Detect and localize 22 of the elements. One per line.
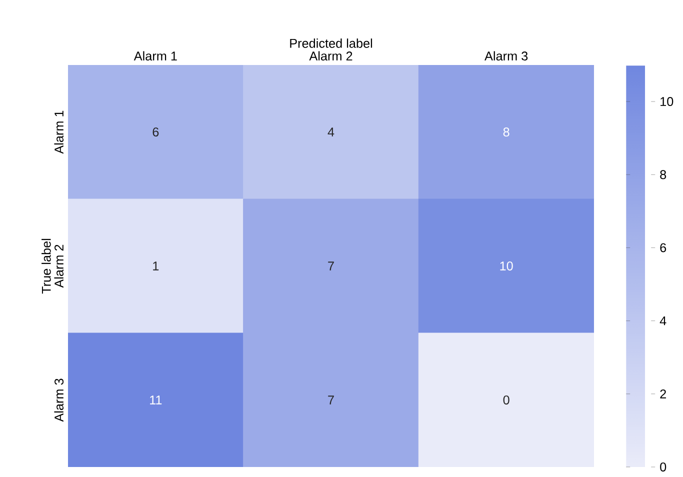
data-label: 6: [152, 128, 159, 136]
data-label: 1: [153, 262, 159, 270]
color-bar-label: 8: [660, 170, 666, 180]
data-label: 8: [503, 128, 510, 136]
data-label: 4: [328, 128, 334, 136]
y-tick-label: Alarm 1: [54, 110, 64, 154]
color-bar-label: 2: [660, 389, 666, 398]
color-bar-label: 6: [660, 243, 666, 252]
y-tick-label: Alarm 3: [54, 378, 64, 422]
data-label: 10: [500, 262, 513, 270]
color-bar-label: 0: [660, 462, 666, 472]
x-axis-title: Predicted label: [290, 38, 372, 48]
x-tick-label: Alarm 3: [484, 51, 528, 61]
x-tick-label: Alarm 2: [309, 51, 352, 61]
color-bar-label: 4: [660, 316, 666, 326]
y-tick-label: Alarm 2: [54, 244, 64, 288]
x-tick-label: Alarm 1: [134, 51, 177, 61]
color-bar-label: 10: [660, 97, 674, 106]
y-axis-title: True label: [42, 238, 51, 294]
data-label: 7: [328, 262, 334, 270]
data-label: 11: [150, 396, 162, 404]
data-label: 0: [503, 396, 510, 404]
